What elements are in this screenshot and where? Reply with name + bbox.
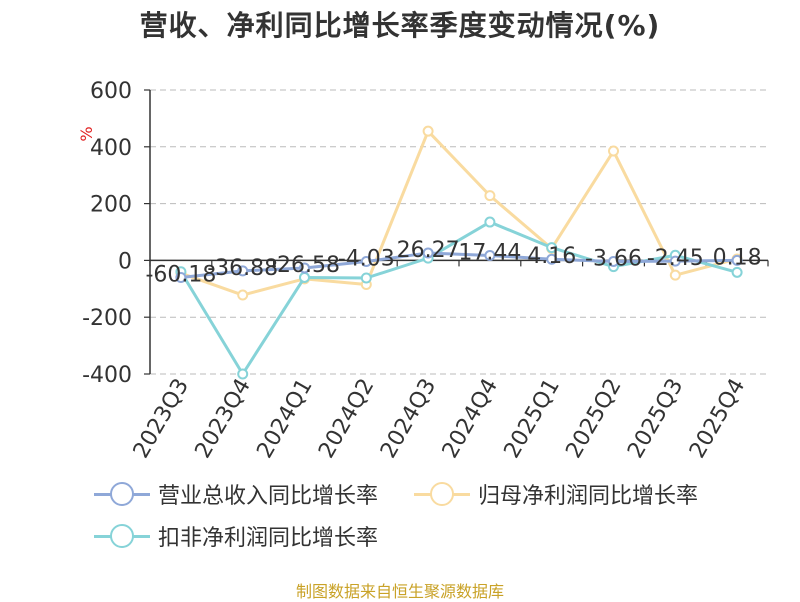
x-tick-label: 2023Q4	[191, 375, 256, 463]
grid-lines	[150, 89, 768, 375]
data-source-note: 制图数据来自恒生聚源数据库	[295, 582, 504, 601]
legend-label-revenue: 营业总收入同比增长率	[158, 484, 379, 509]
y-tick-label: 600	[90, 79, 132, 104]
data-point	[546, 242, 558, 254]
legend-deducted-profit-icon	[92, 521, 152, 551]
data-label: 4.16	[527, 244, 576, 269]
data-label: -2.45	[647, 246, 704, 271]
y-tick-label: 0	[118, 249, 132, 274]
data-label: -26.58	[269, 253, 340, 278]
data-label: -4.03	[338, 247, 395, 272]
data-point	[299, 262, 310, 274]
data-point	[422, 247, 434, 259]
data-point	[237, 289, 249, 301]
y-tick-label: 400	[90, 136, 132, 161]
x-tick-label: 2024Q4	[438, 375, 503, 463]
data-point	[731, 254, 743, 266]
data-point	[360, 272, 372, 284]
data-label: -36.88	[207, 256, 278, 281]
data-label: 17.44	[458, 240, 521, 265]
data-point	[360, 256, 372, 268]
data-point	[237, 265, 249, 277]
data-point	[546, 253, 558, 265]
data-point	[669, 269, 681, 281]
data-point	[484, 216, 496, 228]
data-point	[731, 266, 743, 278]
x-tick-label: 2025Q3	[623, 375, 688, 463]
data-label: -60.18	[145, 262, 216, 287]
data-point	[175, 271, 187, 283]
chart-title: 营收、净利同比增长率季度变动情况(%)	[139, 9, 661, 42]
y-tick-label: 200	[90, 193, 132, 218]
data-label: -3.66	[585, 246, 642, 271]
series-line	[180, 251, 738, 279]
legend-label-deducted-profit: 扣非净利润同比增长率	[158, 526, 379, 551]
x-tick-label: 2024Q3	[376, 375, 441, 463]
y-tick-label: -200	[82, 306, 132, 331]
legend-net-profit-icon	[412, 479, 472, 509]
y-tick-label: -400	[82, 363, 132, 388]
data-point	[608, 145, 619, 157]
series-lines	[175, 125, 743, 380]
legend-revenue-icon	[92, 479, 152, 509]
data-point	[484, 249, 496, 261]
x-tick-label: 2024Q2	[314, 375, 379, 463]
data-point	[608, 255, 619, 267]
x-tick-label: 2025Q2	[561, 375, 626, 463]
data-label: 26.27	[397, 238, 460, 263]
x-tick-label: 2025Q4	[685, 375, 750, 463]
x-tick-label: 2023Q3	[129, 375, 194, 463]
data-point	[422, 125, 434, 137]
legend-label-net-profit: 归母净利润同比增长率	[478, 484, 699, 509]
y-axis-unit-label: %	[77, 126, 96, 141]
legend-item-deducted-profit[interactable]: 扣非净利润同比增长率	[92, 520, 378, 552]
x-tick-label: 2024Q1	[252, 375, 317, 463]
data-label: 0.18	[713, 245, 762, 270]
data-point	[669, 255, 681, 267]
legend-item-revenue[interactable]: 营业总收入同比增长率	[92, 478, 378, 510]
data-point	[237, 368, 249, 380]
x-tick-label: 2025Q1	[500, 375, 565, 463]
data-point	[484, 190, 496, 202]
series-line	[180, 129, 738, 297]
legend-item-net-profit[interactable]: 归母净利润同比增长率	[412, 478, 698, 510]
